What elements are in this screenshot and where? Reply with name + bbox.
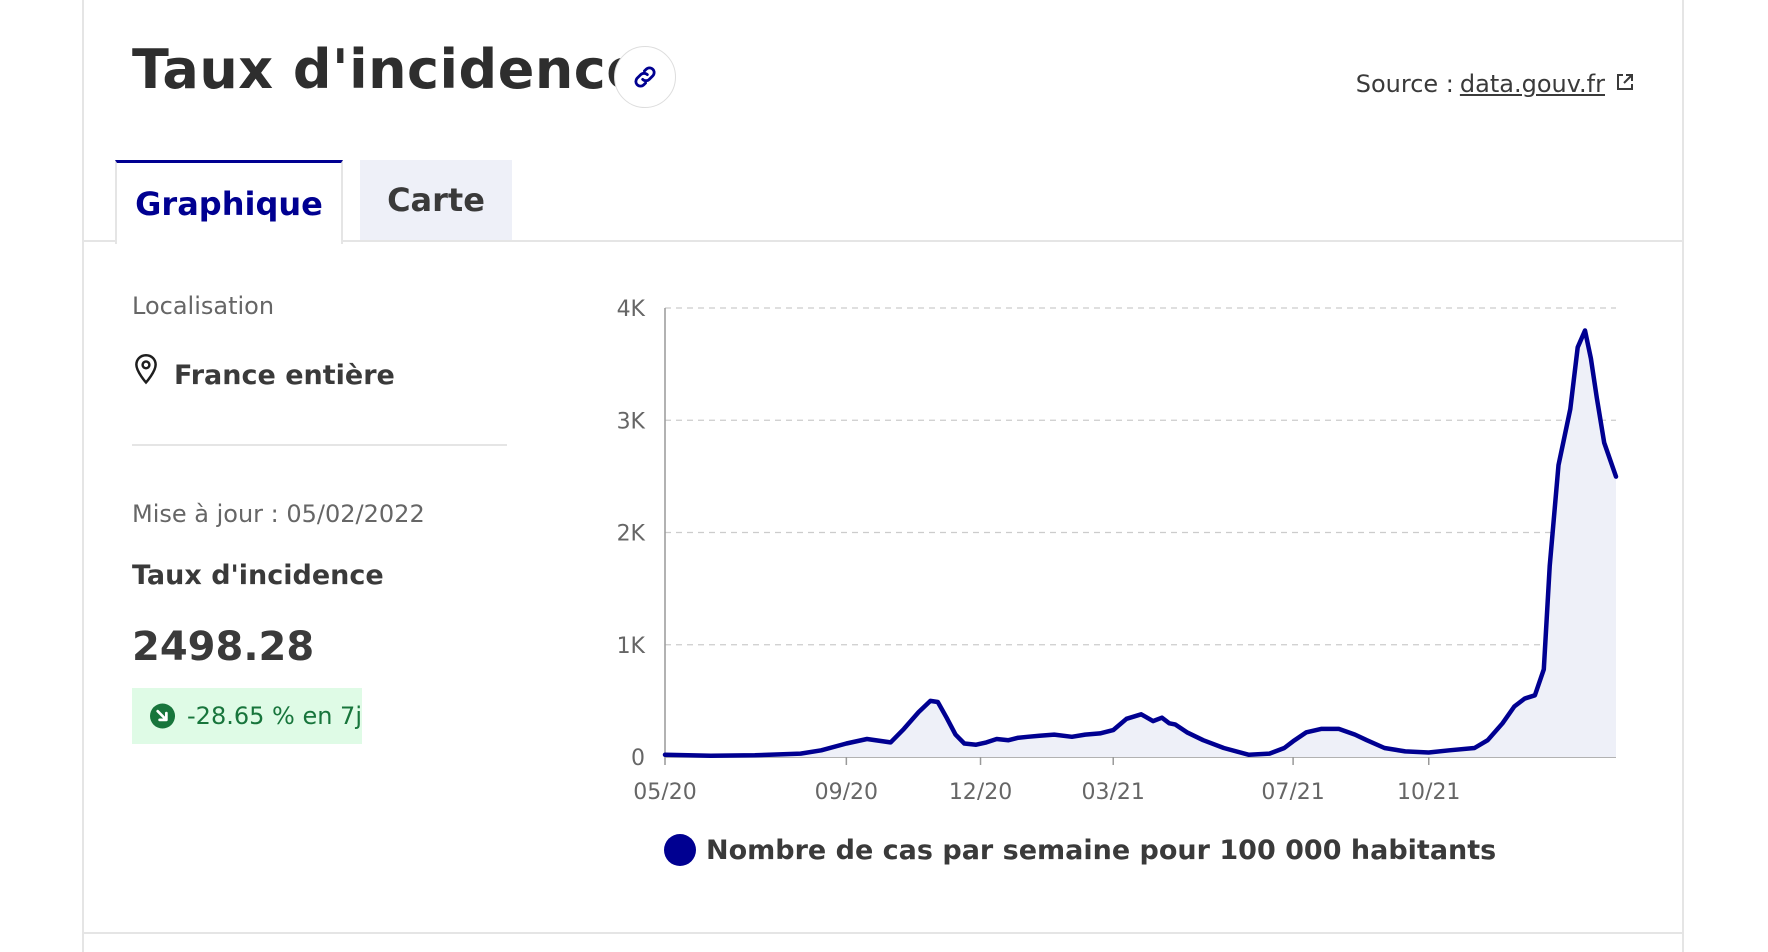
tab-graphique[interactable]: Graphique <box>115 160 343 244</box>
tab-carte[interactable]: Carte <box>360 160 512 240</box>
y-tick-label: 3K <box>617 409 646 434</box>
incidence-chart: 0 1K 2K 3K 4K 05/20 09/20 12/20 03/21 07/21 10/21 <box>617 297 1619 800</box>
legend-label: Nombre de cas par semaine pour 100 000 h… <box>706 834 1497 866</box>
chart-card <box>82 0 1684 952</box>
x-tick-label: 07/21 <box>1261 780 1324 800</box>
y-tick-label: 4K <box>617 297 646 322</box>
x-tick-label: 05/20 <box>633 780 696 800</box>
tabs-divider <box>84 240 1684 242</box>
map-pin-icon <box>135 353 157 384</box>
y-tick-label: 1K <box>617 634 646 659</box>
y-tick-label: 2K <box>617 522 646 547</box>
card-bottom-divider <box>84 932 1684 934</box>
trend-badge: -28.65 % en 7j <box>132 688 362 744</box>
kpi-label: Taux d'incidence <box>132 560 384 591</box>
x-tick-label: 03/21 <box>1082 780 1145 800</box>
sidebar-divider <box>132 444 507 446</box>
source-label: Source : <box>1355 70 1454 98</box>
update-date: Mise à jour : 05/02/2022 <box>132 500 425 528</box>
location-row: France entière <box>132 348 395 391</box>
page-title: Taux d'incidence <box>132 38 644 101</box>
x-tick-label: 12/20 <box>949 780 1012 800</box>
trend-text: -28.65 % en 7j <box>187 702 362 730</box>
legend-marker <box>664 834 696 866</box>
series-line <box>662 328 1619 758</box>
kpi-value: 2498.28 <box>132 624 315 670</box>
link-icon <box>634 66 656 88</box>
x-tick-label: 10/21 <box>1397 780 1460 800</box>
copy-link-button[interactable] <box>614 46 676 108</box>
x-tick-label: 09/20 <box>815 780 878 800</box>
location-value: France entière <box>174 360 395 391</box>
location-label: Localisation <box>132 292 275 320</box>
arrow-down-right-icon <box>150 703 176 729</box>
source: Source : data.gouv.fr <box>1356 70 1635 98</box>
series-area <box>665 330 1616 757</box>
y-tick-label: 0 <box>631 746 645 771</box>
chart-legend: Nombre de cas par semaine pour 100 000 h… <box>664 834 1496 866</box>
external-link-icon <box>1615 70 1635 98</box>
source-link[interactable]: data.gouv.fr <box>1459 70 1605 98</box>
